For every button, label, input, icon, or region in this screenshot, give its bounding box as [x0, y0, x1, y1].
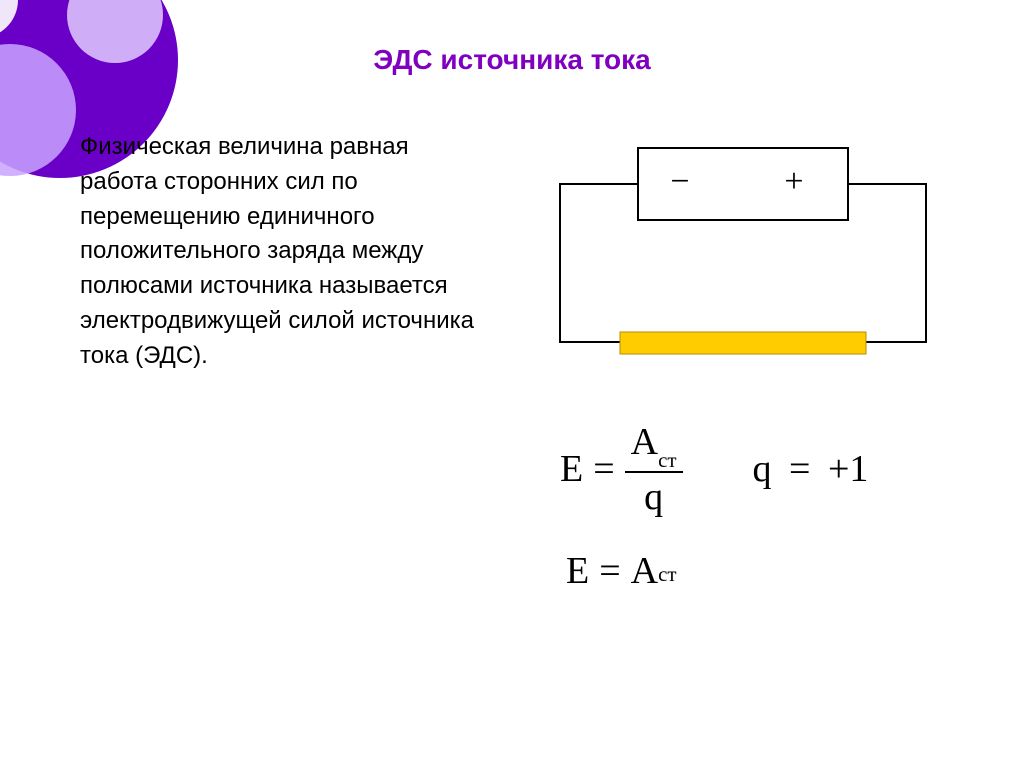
- fraction-numerator: Aст: [625, 420, 683, 473]
- symbol-q: q: [753, 448, 772, 490]
- equals-sign-3: =: [599, 549, 620, 593]
- subscript-st: ст: [658, 448, 676, 472]
- plus-sign: +: [828, 448, 849, 490]
- symbol-E: E: [560, 447, 583, 491]
- fraction-denominator: q: [638, 473, 669, 519]
- subscript-st-2: ст: [658, 562, 676, 587]
- equals-sign-2: =: [789, 448, 810, 490]
- fraction: Aст q: [625, 420, 683, 519]
- slide: ЭДС источника тока Физическая величина р…: [0, 0, 1024, 768]
- definition-paragraph: Физическая величина равная работа сторон…: [80, 130, 480, 374]
- svg-text:+: +: [784, 163, 803, 200]
- title-text: ЭДС источника тока: [373, 44, 650, 75]
- symbol-A: A: [631, 421, 658, 463]
- emf-fraction: E = Aст q: [560, 420, 683, 519]
- number-one: 1: [849, 448, 868, 490]
- body-text: Физическая величина равная работа сторон…: [80, 133, 474, 369]
- formulas-block: E = Aст q q = +1 E = Aст: [560, 420, 990, 623]
- formula-line-2: E = Aст: [566, 549, 990, 593]
- charge-equation: q = +1: [753, 447, 869, 491]
- svg-text:−: −: [670, 163, 689, 200]
- equals-sign: =: [593, 447, 614, 491]
- slide-title: ЭДС источника тока: [0, 44, 1024, 76]
- symbol-E-2: E: [566, 549, 589, 593]
- circuit-diagram: −+: [530, 138, 950, 368]
- symbol-A-2: A: [631, 549, 658, 593]
- formula-line-1: E = Aст q q = +1: [560, 420, 990, 519]
